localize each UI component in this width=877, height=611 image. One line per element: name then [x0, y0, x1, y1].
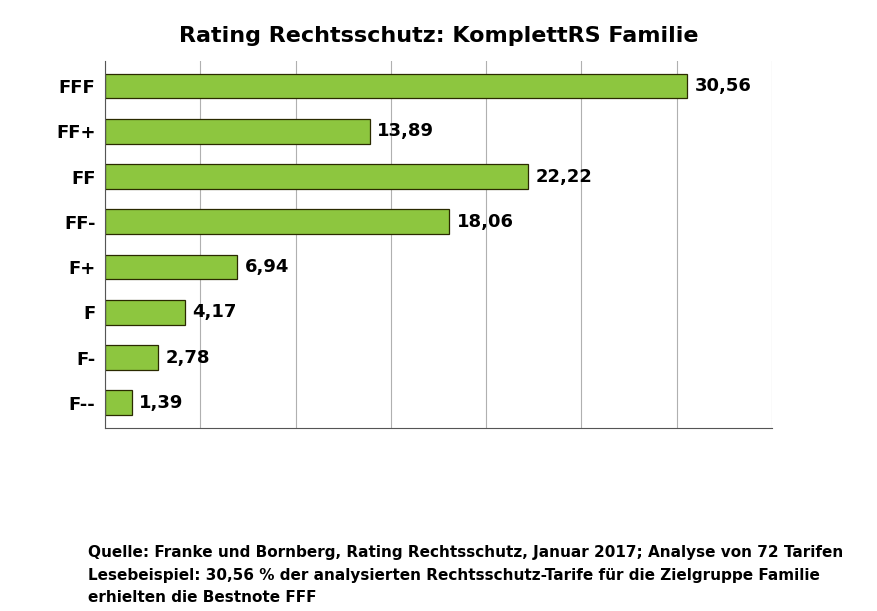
Bar: [105, 255, 238, 279]
Bar: [105, 73, 688, 98]
Text: 18,06: 18,06: [457, 213, 514, 231]
Text: 6,94: 6,94: [245, 258, 289, 276]
Text: 13,89: 13,89: [377, 122, 434, 141]
Bar: [105, 300, 185, 324]
Bar: [105, 164, 528, 189]
Text: 1,39: 1,39: [139, 394, 183, 412]
Bar: [105, 119, 370, 144]
Text: 2,78: 2,78: [166, 348, 210, 367]
Text: 30,56: 30,56: [695, 77, 752, 95]
Bar: [105, 390, 132, 415]
Title: Rating Rechtsschutz: KomplettRS Familie: Rating Rechtsschutz: KomplettRS Familie: [179, 26, 698, 46]
Bar: [105, 345, 158, 370]
Text: 4,17: 4,17: [192, 303, 237, 321]
Text: Quelle: Franke und Bornberg, Rating Rechtsschutz, Januar 2017; Analyse von 72 Ta: Quelle: Franke und Bornberg, Rating Rech…: [88, 546, 843, 605]
Text: 22,22: 22,22: [536, 167, 593, 186]
Bar: [105, 210, 449, 234]
